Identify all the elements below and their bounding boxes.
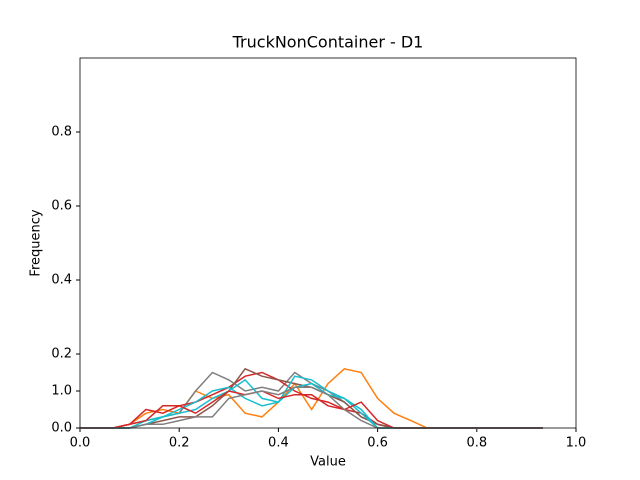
y-tick-label: 0.4 — [51, 273, 72, 288]
x-axis-label: Value — [310, 455, 346, 470]
y-tick-label: 0.0 — [51, 421, 72, 436]
line-series — [80, 386, 543, 429]
x-tick-label: 0.2 — [169, 436, 190, 451]
x-tick-label: 0.8 — [466, 436, 487, 451]
chart-title: TruckNonContainer - D1 — [232, 33, 424, 52]
x-tick-label: 0.6 — [367, 436, 388, 451]
y-tick-label: 0.2 — [51, 347, 72, 362]
y-tick-label: 0.8 — [51, 125, 72, 140]
y-tick-label: 0.6 — [51, 199, 72, 214]
plot-frame — [79, 57, 577, 429]
y-axis-label: Frequency — [29, 209, 44, 276]
y-tick-label: 1.0 — [51, 384, 72, 399]
x-tick-label: 0.0 — [70, 436, 91, 451]
x-tick-label: 1.0 — [566, 436, 587, 451]
x-tick-label: 0.4 — [268, 436, 289, 451]
